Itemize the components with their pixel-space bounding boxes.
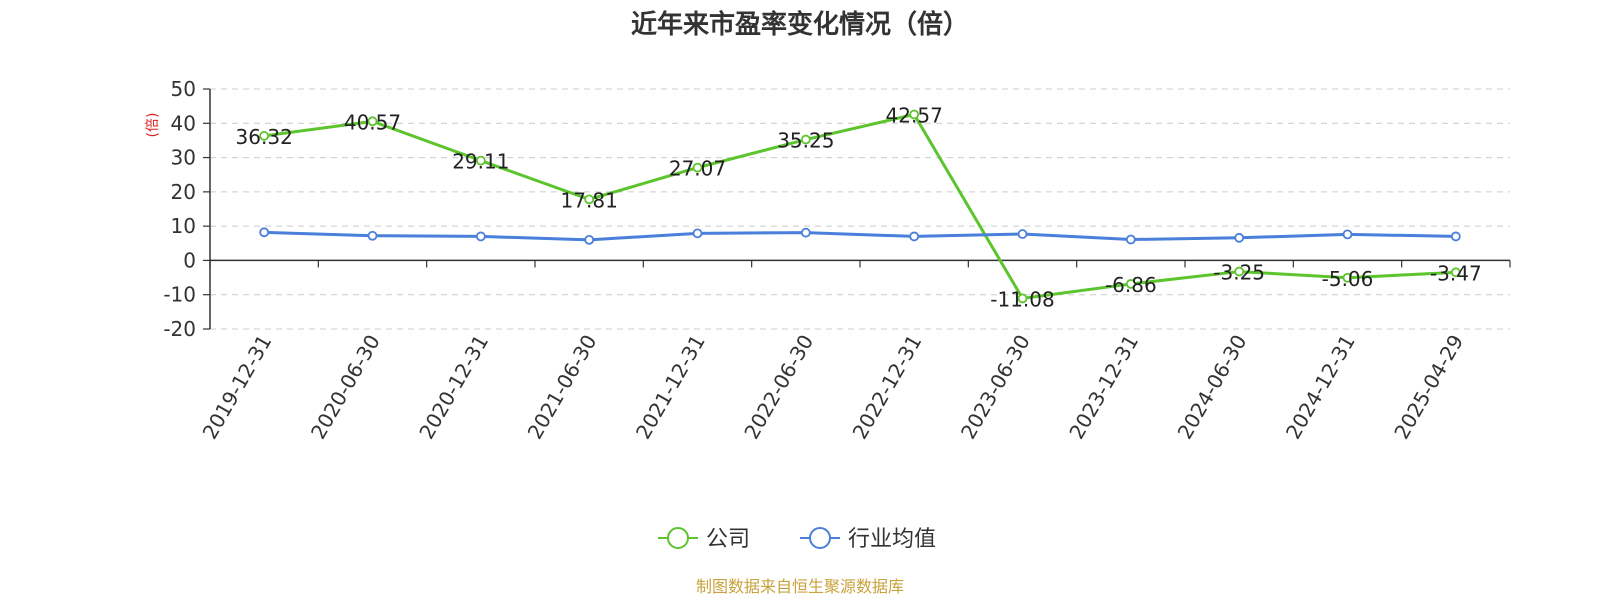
legend-label: 行业均值 <box>848 527 936 552</box>
data-label: -11.08 <box>990 287 1054 311</box>
data-point <box>1017 229 1028 239</box>
y-tick-labels: -20 -10 0 10 20 30 40 50 <box>163 77 196 341</box>
legend-marker <box>809 527 831 549</box>
data-label: -5.06 <box>1322 267 1374 291</box>
data-label: -6.86 <box>1105 273 1157 297</box>
data-point <box>692 228 703 239</box>
data-point <box>909 109 920 120</box>
y-tick-label: 50 <box>171 77 196 101</box>
data-point <box>584 234 595 245</box>
x-tick-label: 2021-12-31 <box>631 331 710 444</box>
data-point <box>259 227 270 238</box>
data-point <box>367 230 378 241</box>
data-point <box>367 116 378 127</box>
x-tick-labels: 2019-12-31 2020-06-30 2020-12-31 2021-06-30… <box>198 331 1469 444</box>
data-point <box>1450 267 1461 278</box>
data-point <box>692 162 703 173</box>
data-point <box>1234 232 1245 243</box>
data-point <box>584 194 595 205</box>
data-label: 27.07 <box>669 157 726 181</box>
x-tick-label: 2024-06-30 <box>1173 331 1252 444</box>
y-tick-label: 30 <box>171 146 196 170</box>
source-note: 制图数据来自恒生聚源数据库 <box>696 577 904 596</box>
data-point <box>1125 279 1136 289</box>
grid-lines <box>210 88 1510 330</box>
data-label: -3.25 <box>1213 261 1265 285</box>
data-point <box>475 155 486 166</box>
data-point <box>1234 266 1245 277</box>
y-tick-label: -10 <box>163 283 196 307</box>
data-label: 35.25 <box>777 129 834 153</box>
x-tick-label: 2019-12-31 <box>198 331 277 444</box>
series-layer <box>259 109 1461 304</box>
data-label: 36.32 <box>236 125 293 149</box>
axes <box>203 88 1511 330</box>
y-tick-label: 40 <box>171 111 196 135</box>
data-point <box>800 227 811 238</box>
data-point <box>800 134 811 145</box>
data-label: 29.11 <box>452 150 509 174</box>
data-point <box>1125 234 1136 245</box>
data-point <box>1017 293 1028 304</box>
y-axis-label: (倍) <box>145 113 161 138</box>
legend-marker <box>667 527 689 549</box>
legend-item-2[interactable]: 行业均值 <box>800 527 936 552</box>
data-point <box>1450 231 1461 242</box>
y-tick-label: -20 <box>163 317 196 341</box>
legend-item-1[interactable]: 公司 <box>658 527 750 552</box>
x-tick-label: 2022-06-30 <box>739 331 818 444</box>
data-label: 42.57 <box>886 103 943 127</box>
x-tick-label: 2021-06-30 <box>523 331 602 444</box>
x-tick-label: 2020-12-31 <box>414 331 493 444</box>
x-tick-label: 2020-06-30 <box>306 331 385 444</box>
legend-label: 公司 <box>706 527 750 552</box>
series-line-1 <box>263 112 1456 300</box>
data-point <box>475 231 486 242</box>
x-tick-label: 2025-04-29 <box>1389 331 1468 444</box>
x-tick-label: 2022-12-31 <box>848 331 927 444</box>
data-point <box>1342 229 1353 240</box>
y-tick-label: 20 <box>171 180 196 204</box>
data-point <box>909 231 920 242</box>
data-label: 17.81 <box>561 188 618 212</box>
data-label: 40.57 <box>344 110 401 134</box>
chart-title: 近年来市盈率变化情况（倍） <box>631 9 969 40</box>
y-tick-label: 10 <box>171 214 196 238</box>
data-point <box>1342 272 1353 283</box>
x-tick-label: 2023-12-31 <box>1064 331 1143 444</box>
data-point <box>259 131 270 141</box>
x-tick-label: 2023-06-30 <box>956 331 1035 444</box>
y-tick-label: 0 <box>183 248 196 272</box>
x-tick-label: 2024-12-31 <box>1281 331 1360 444</box>
data-label: -3.47 <box>1430 261 1482 285</box>
series-line-2 <box>264 230 1456 242</box>
legend[interactable]: 公司 行业均值 <box>658 527 936 552</box>
data-labels: 36.32 40.57 29.11 17.81 27.07 35.25 42.57 -11.0… <box>236 103 1482 311</box>
